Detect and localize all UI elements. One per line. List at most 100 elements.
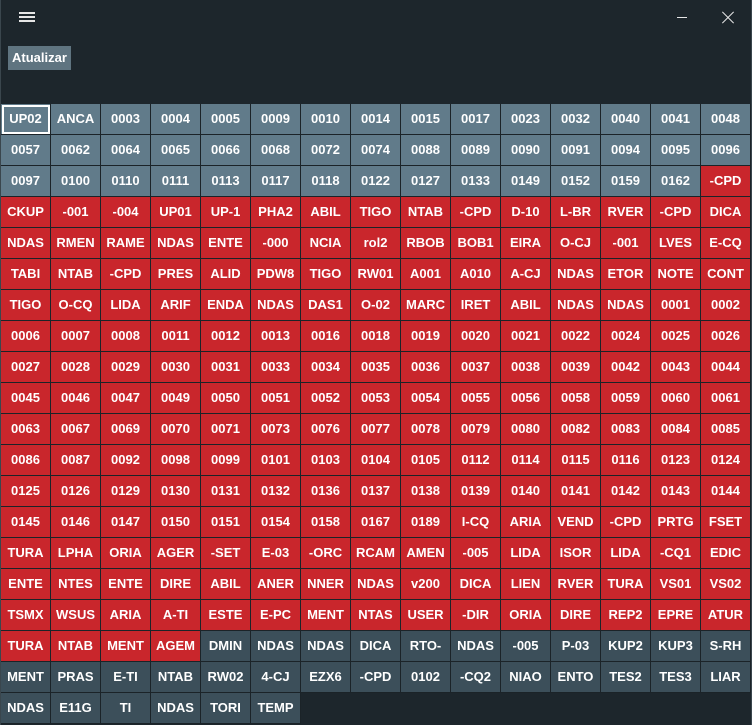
host-tile[interactable]: 0122 (351, 166, 401, 197)
host-tile[interactable]: 0130 (151, 476, 201, 507)
host-tile[interactable]: ATUR (701, 600, 751, 631)
host-tile[interactable]: 0074 (351, 135, 401, 166)
host-tile[interactable]: 0088 (401, 135, 451, 166)
host-tile[interactable]: 0016 (301, 321, 351, 352)
host-tile[interactable]: NIAO (501, 662, 551, 693)
host-tile[interactable]: -CPD (601, 507, 651, 538)
host-tile[interactable]: 0152 (551, 166, 601, 197)
host-tile[interactable]: MENT (1, 662, 51, 693)
host-tile[interactable]: ABIL (501, 290, 551, 321)
host-tile[interactable]: VS01 (651, 569, 701, 600)
host-tile[interactable]: 0027 (1, 352, 51, 383)
host-tile[interactable]: 0030 (151, 352, 201, 383)
host-tile[interactable]: CKUP (1, 197, 51, 228)
host-tile[interactable]: 0113 (201, 166, 251, 197)
host-tile[interactable]: RMEN (51, 228, 101, 259)
host-tile[interactable]: TIGO (351, 197, 401, 228)
host-tile[interactable]: 0049 (151, 383, 201, 414)
host-tile[interactable]: -CPD (451, 197, 501, 228)
host-tile[interactable]: TURA (1, 631, 51, 662)
host-tile[interactable]: 0117 (251, 166, 301, 197)
host-tile[interactable]: ANER (251, 569, 301, 600)
host-tile[interactable]: 0159 (601, 166, 651, 197)
host-tile[interactable]: RTO- (401, 631, 451, 662)
host-tile[interactable]: 0009 (251, 104, 301, 135)
host-tile[interactable]: 0024 (601, 321, 651, 352)
host-tile[interactable]: TI (101, 693, 151, 724)
host-tile[interactable]: 0092 (101, 445, 151, 476)
host-tile[interactable]: AMEN (401, 538, 451, 569)
host-tile[interactable]: 0037 (451, 352, 501, 383)
host-tile[interactable]: NDAS (551, 259, 601, 290)
host-tile[interactable]: -SET (201, 538, 251, 569)
host-tile[interactable]: 0141 (551, 476, 601, 507)
host-tile[interactable]: 0140 (501, 476, 551, 507)
host-tile[interactable]: DICA (451, 569, 501, 600)
host-tile[interactable]: E-TI (101, 662, 151, 693)
host-tile[interactable]: 0076 (301, 414, 351, 445)
host-tile[interactable]: 0057 (1, 135, 51, 166)
host-tile[interactable]: NCIA (301, 228, 351, 259)
host-tile[interactable]: 0051 (251, 383, 301, 414)
host-tile[interactable]: AGER (151, 538, 201, 569)
host-tile[interactable]: DICA (351, 631, 401, 662)
host-tile[interactable]: 0111 (151, 166, 201, 197)
host-tile[interactable]: 0167 (351, 507, 401, 538)
host-tile[interactable]: E-PC (251, 600, 301, 631)
host-tile[interactable]: 0118 (301, 166, 351, 197)
host-tile[interactable]: -DIR (451, 600, 501, 631)
host-tile[interactable]: 0085 (701, 414, 751, 445)
host-tile[interactable]: DIRE (151, 569, 201, 600)
host-tile[interactable]: -CPD (351, 662, 401, 693)
host-tile[interactable]: 0026 (701, 321, 751, 352)
host-tile[interactable]: E11G (51, 693, 101, 724)
host-tile[interactable]: NDAS (301, 631, 351, 662)
host-tile[interactable]: 0097 (1, 166, 51, 197)
host-tile[interactable]: KUP3 (651, 631, 701, 662)
host-tile[interactable]: 0098 (151, 445, 201, 476)
host-tile[interactable]: 0058 (551, 383, 601, 414)
host-tile[interactable]: 0001 (651, 290, 701, 321)
host-tile[interactable]: PRTG (651, 507, 701, 538)
host-tile[interactable]: 0158 (301, 507, 351, 538)
host-tile[interactable]: 0150 (151, 507, 201, 538)
host-tile[interactable]: 0143 (651, 476, 701, 507)
host-tile[interactable]: D-10 (501, 197, 551, 228)
host-tile[interactable]: TABI (1, 259, 51, 290)
host-tile[interactable]: 0082 (551, 414, 601, 445)
host-tile[interactable]: EDIC (701, 538, 751, 569)
host-tile[interactable]: 0110 (101, 166, 151, 197)
host-tile[interactable]: 0045 (1, 383, 51, 414)
host-tile[interactable]: NDAS (451, 631, 501, 662)
host-tile[interactable]: 0025 (651, 321, 701, 352)
host-tile[interactable]: LIAR (701, 662, 751, 693)
host-tile[interactable]: 4-CJ (251, 662, 301, 693)
host-tile[interactable]: 0149 (501, 166, 551, 197)
host-tile[interactable]: DICA (701, 197, 751, 228)
host-tile[interactable]: 0137 (351, 476, 401, 507)
host-tile[interactable]: VEND (551, 507, 601, 538)
host-tile[interactable]: 0083 (601, 414, 651, 445)
host-tile[interactable]: E-CQ (701, 228, 751, 259)
host-tile[interactable]: -CPD (651, 197, 701, 228)
host-tile[interactable]: 0055 (451, 383, 501, 414)
host-tile[interactable]: 0060 (651, 383, 701, 414)
host-tile[interactable]: PDW8 (251, 259, 301, 290)
host-tile[interactable]: 0047 (101, 383, 151, 414)
host-tile[interactable]: LIDA (101, 290, 151, 321)
host-tile[interactable]: ARIA (101, 600, 151, 631)
host-tile[interactable]: 0077 (351, 414, 401, 445)
host-tile[interactable]: -ORC (301, 538, 351, 569)
host-tile[interactable]: ANCA (51, 104, 101, 135)
host-tile[interactable]: ETOR (601, 259, 651, 290)
host-tile[interactable]: 0036 (401, 352, 451, 383)
host-tile[interactable]: 0003 (101, 104, 151, 135)
host-tile[interactable]: 0022 (551, 321, 601, 352)
host-tile[interactable]: RVER (551, 569, 601, 600)
host-tile[interactable]: NDAS (351, 569, 401, 600)
host-tile[interactable]: ENTE (201, 228, 251, 259)
host-tile[interactable]: NDAS (151, 228, 201, 259)
host-tile[interactable]: 0080 (501, 414, 551, 445)
host-tile[interactable]: 0103 (301, 445, 351, 476)
host-tile[interactable]: 0011 (151, 321, 201, 352)
